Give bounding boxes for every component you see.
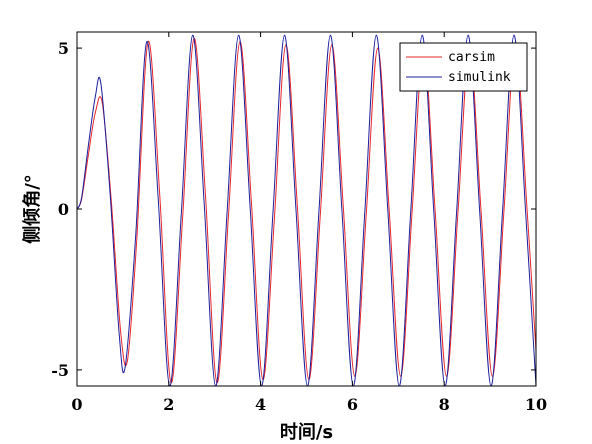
x-tick-label: 8 xyxy=(439,395,450,414)
legend: carsim simulink xyxy=(399,42,528,92)
y-tick-label: 0 xyxy=(58,200,69,219)
x-axis-title: 时间/s xyxy=(280,422,333,443)
axes-layer: 0 2 4 6 8 10-505 xyxy=(51,31,547,414)
series-line-simulink xyxy=(77,34,536,386)
y-axis-title: 侧倾角/° xyxy=(21,174,43,244)
x-tick-label: 4 xyxy=(255,395,266,414)
y-tick-label: -5 xyxy=(51,361,69,380)
x-tick-label: 2 xyxy=(163,395,174,414)
legend-label-carsim: carsim xyxy=(448,50,495,65)
x-tick-label: 6 xyxy=(347,395,358,414)
legend-box xyxy=(399,42,528,92)
x-tick-label: 10 xyxy=(525,395,547,414)
series-layer xyxy=(77,34,536,386)
legend-label-simulink: simulink xyxy=(448,70,511,85)
y-tick-label: 5 xyxy=(58,39,69,58)
x-tick-label: 0 xyxy=(71,395,82,414)
